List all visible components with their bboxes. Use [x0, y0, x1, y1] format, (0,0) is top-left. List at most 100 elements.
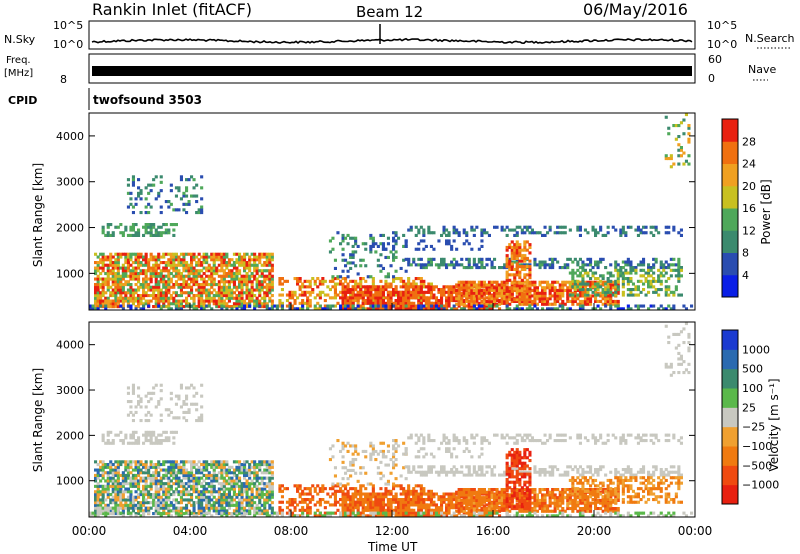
power-cell-1302: [306, 301, 310, 305]
power-cell-1086: [106, 223, 110, 227]
power-cell-190: [124, 269, 128, 273]
power-cell-3293: [422, 239, 426, 243]
power-cell-855: [238, 269, 242, 273]
power-cell-919: [248, 266, 252, 270]
power-cell-759: [222, 291, 226, 295]
power-cell-411: [162, 280, 166, 284]
velocity-cell-1087: [109, 441, 113, 445]
power-cell-93: [109, 277, 113, 281]
velocity-cell-495: [177, 506, 181, 510]
power-cell-2403: [543, 233, 547, 237]
power-cell-880: [243, 291, 247, 295]
power-cell-1089: [111, 233, 115, 237]
power-cell-2797: [571, 299, 575, 303]
velocity-cell-897: [245, 495, 249, 499]
power-cell-2350: [447, 231, 451, 235]
power-cell-2897: [606, 283, 610, 287]
power-cell-2989: [515, 273, 519, 277]
velocity-cell-610: [197, 498, 201, 502]
power-cell-2366: [475, 225, 479, 229]
power-cell-2368: [480, 231, 484, 235]
power-cell-2537: [475, 286, 479, 290]
power-cell-1612: [351, 290, 355, 294]
velocity-cell-472: [172, 473, 176, 477]
power-cell-560: [187, 266, 191, 270]
power-cell-360: [154, 288, 158, 292]
power-cell-377: [157, 294, 161, 298]
velocity-cell-275: [139, 503, 143, 507]
power-cell-381: [157, 283, 161, 287]
power-cell-2294: [636, 263, 640, 267]
power-cell-2564: [487, 299, 491, 303]
power-cell-36: [99, 291, 103, 295]
velocity-cell-1037: [268, 463, 272, 467]
velocity-cell-1182: [149, 413, 153, 417]
power-cell-527: [182, 280, 186, 284]
power-cell-2021: [331, 275, 335, 279]
power-cell-1650: [369, 307, 373, 311]
power-cell-696: [212, 294, 216, 298]
velocity-cell-474: [172, 468, 176, 472]
power-cell-1370: [339, 290, 343, 294]
velocity-cell-463: [169, 460, 173, 464]
velocity-cell-537: [185, 509, 189, 513]
power-cell-899: [245, 283, 249, 287]
power-cell-2306: [654, 260, 658, 264]
power-cell-1075: [114, 302, 118, 306]
velocity-cell-138: [116, 498, 120, 502]
power-colorbar-label: Power [dB]: [759, 179, 773, 244]
power-cell-3032: [523, 267, 527, 271]
power-cell-800: [227, 263, 231, 267]
power-cell-1318: [311, 277, 315, 281]
power-cell-3056: [528, 284, 532, 288]
velocity-cell-775: [225, 503, 229, 507]
power-cell-2049: [349, 236, 353, 240]
power-cell-1045: [270, 283, 274, 287]
power-cell-3446: [419, 307, 423, 311]
velocity-cell-234: [131, 484, 135, 488]
power-cell-1107: [134, 233, 138, 237]
power-cell-1316: [311, 290, 315, 294]
power-cell-1184: [149, 183, 153, 187]
power-cell-1889: [455, 285, 459, 289]
power-cell-2656: [520, 299, 524, 303]
velocity-cell-444: [167, 482, 171, 486]
power-cell-598: [195, 277, 199, 281]
velocity-cell-558: [187, 479, 191, 483]
power-cell-3450: [434, 307, 438, 311]
power-cell-1268: [291, 296, 295, 300]
velocity-cell-83: [106, 473, 110, 477]
power-cell-3017: [520, 284, 524, 288]
power-cell-2422: [578, 225, 582, 229]
velocity-cell-419: [164, 512, 168, 516]
velocity-cell-116: [114, 512, 118, 516]
power-cell-1721: [392, 290, 396, 294]
velocity-cell-169: [121, 506, 125, 510]
power-cell-43: [99, 258, 103, 262]
power-cell-2304: [652, 263, 656, 267]
velocity-cell-1119: [147, 439, 151, 443]
velocity-cell-163: [119, 482, 123, 486]
power-cell-2107: [392, 231, 396, 235]
power-cell-74: [106, 296, 110, 300]
velocity-cell-223: [129, 476, 133, 480]
power-colorbar-label-4: 20: [742, 180, 756, 193]
power-cell-1292: [301, 290, 305, 294]
power-cell-3515: [639, 304, 643, 308]
velocity-cell-347: [152, 493, 156, 497]
power-cell-3503: [609, 304, 613, 308]
power-cell-1890: [457, 304, 461, 308]
power-cell-1276: [293, 277, 297, 281]
power-cell-2483: [457, 294, 461, 298]
power-cell-1217: [185, 202, 189, 206]
power-cell-1702: [386, 307, 390, 311]
power-cell-269: [137, 261, 141, 265]
power-cell-2536: [475, 288, 479, 292]
velocity-cell-779: [225, 493, 229, 497]
velocity-cell-1124: [149, 436, 153, 440]
power-cell-1353: [331, 279, 335, 283]
power-cell-3035: [523, 256, 527, 260]
power-cell-477: [172, 252, 176, 256]
velocity-cell-395: [159, 495, 163, 499]
velocity-cell-501: [177, 479, 181, 483]
